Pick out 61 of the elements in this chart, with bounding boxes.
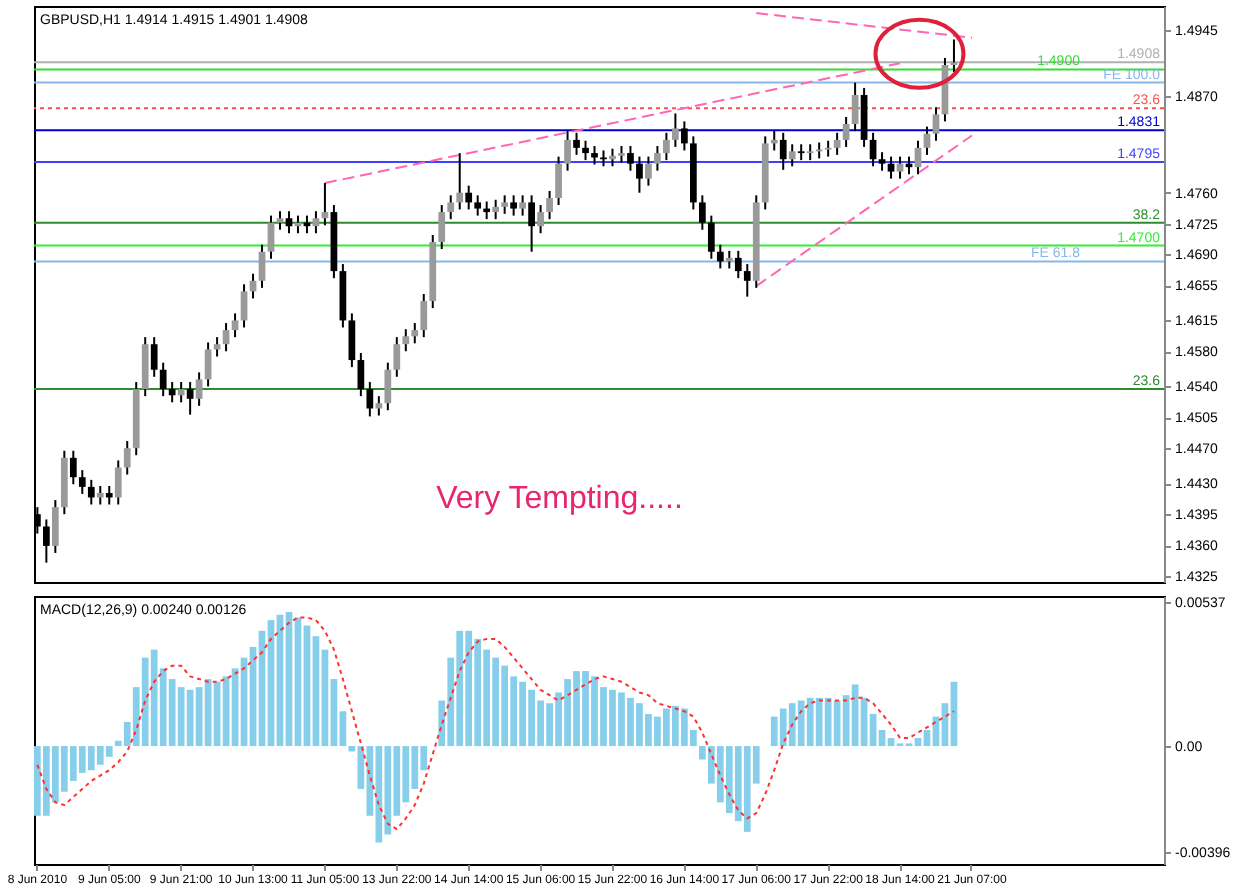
candlestick xyxy=(87,478,95,506)
candlestick xyxy=(393,336,401,378)
candlestick xyxy=(384,361,392,412)
candlestick xyxy=(663,131,670,162)
candlestick xyxy=(123,440,131,476)
candlestick xyxy=(591,145,598,166)
candlestick xyxy=(447,194,455,221)
candlestick xyxy=(411,322,419,345)
candlestick xyxy=(555,155,562,207)
candlestick xyxy=(456,152,464,211)
candlestick xyxy=(582,139,589,162)
candlestick xyxy=(627,145,634,172)
candlestick xyxy=(312,210,320,235)
candlestick xyxy=(465,184,473,211)
candlestick xyxy=(159,361,167,398)
candlestick xyxy=(438,204,446,251)
annotation: Very Tempting..... xyxy=(436,482,683,517)
candlestick xyxy=(654,145,661,172)
candlestick xyxy=(474,194,482,217)
candlestick xyxy=(510,194,517,217)
candlestick xyxy=(716,243,724,270)
candlestick xyxy=(573,131,580,156)
line-series xyxy=(36,616,955,831)
bar xyxy=(105,746,113,757)
candlestick xyxy=(69,449,77,486)
candlestick xyxy=(276,210,284,231)
bar xyxy=(833,700,841,747)
candlestick xyxy=(707,214,715,260)
candlestick xyxy=(878,151,886,172)
candlestick xyxy=(357,352,365,398)
candlestick xyxy=(681,120,688,152)
candlestick xyxy=(636,155,643,194)
candlestick xyxy=(402,328,410,353)
candlestick xyxy=(366,381,374,418)
candlestick xyxy=(51,499,59,554)
candlestick xyxy=(195,371,203,407)
candlestick xyxy=(698,194,706,231)
candlestick xyxy=(168,381,176,404)
candlestick xyxy=(950,38,958,74)
candlestick xyxy=(105,485,113,506)
candlestick xyxy=(528,194,535,253)
candlestick xyxy=(546,189,553,221)
candlestick xyxy=(743,263,751,298)
candlestick xyxy=(896,155,904,180)
candlestick xyxy=(833,131,841,156)
candlestick xyxy=(348,312,356,369)
candlestick xyxy=(42,518,50,564)
candlestick xyxy=(932,106,940,142)
candlestick xyxy=(150,336,158,378)
candlestick xyxy=(734,249,742,280)
candlestick xyxy=(779,131,787,171)
candlestick xyxy=(231,312,239,339)
candlestick xyxy=(114,459,122,506)
candlestick xyxy=(501,194,509,215)
candlestick xyxy=(887,155,895,180)
candlestick xyxy=(186,381,194,416)
candlestick xyxy=(842,115,850,148)
candlestick xyxy=(420,293,428,339)
candlestick xyxy=(285,210,293,235)
candlestick xyxy=(78,469,86,495)
bar xyxy=(186,689,194,747)
